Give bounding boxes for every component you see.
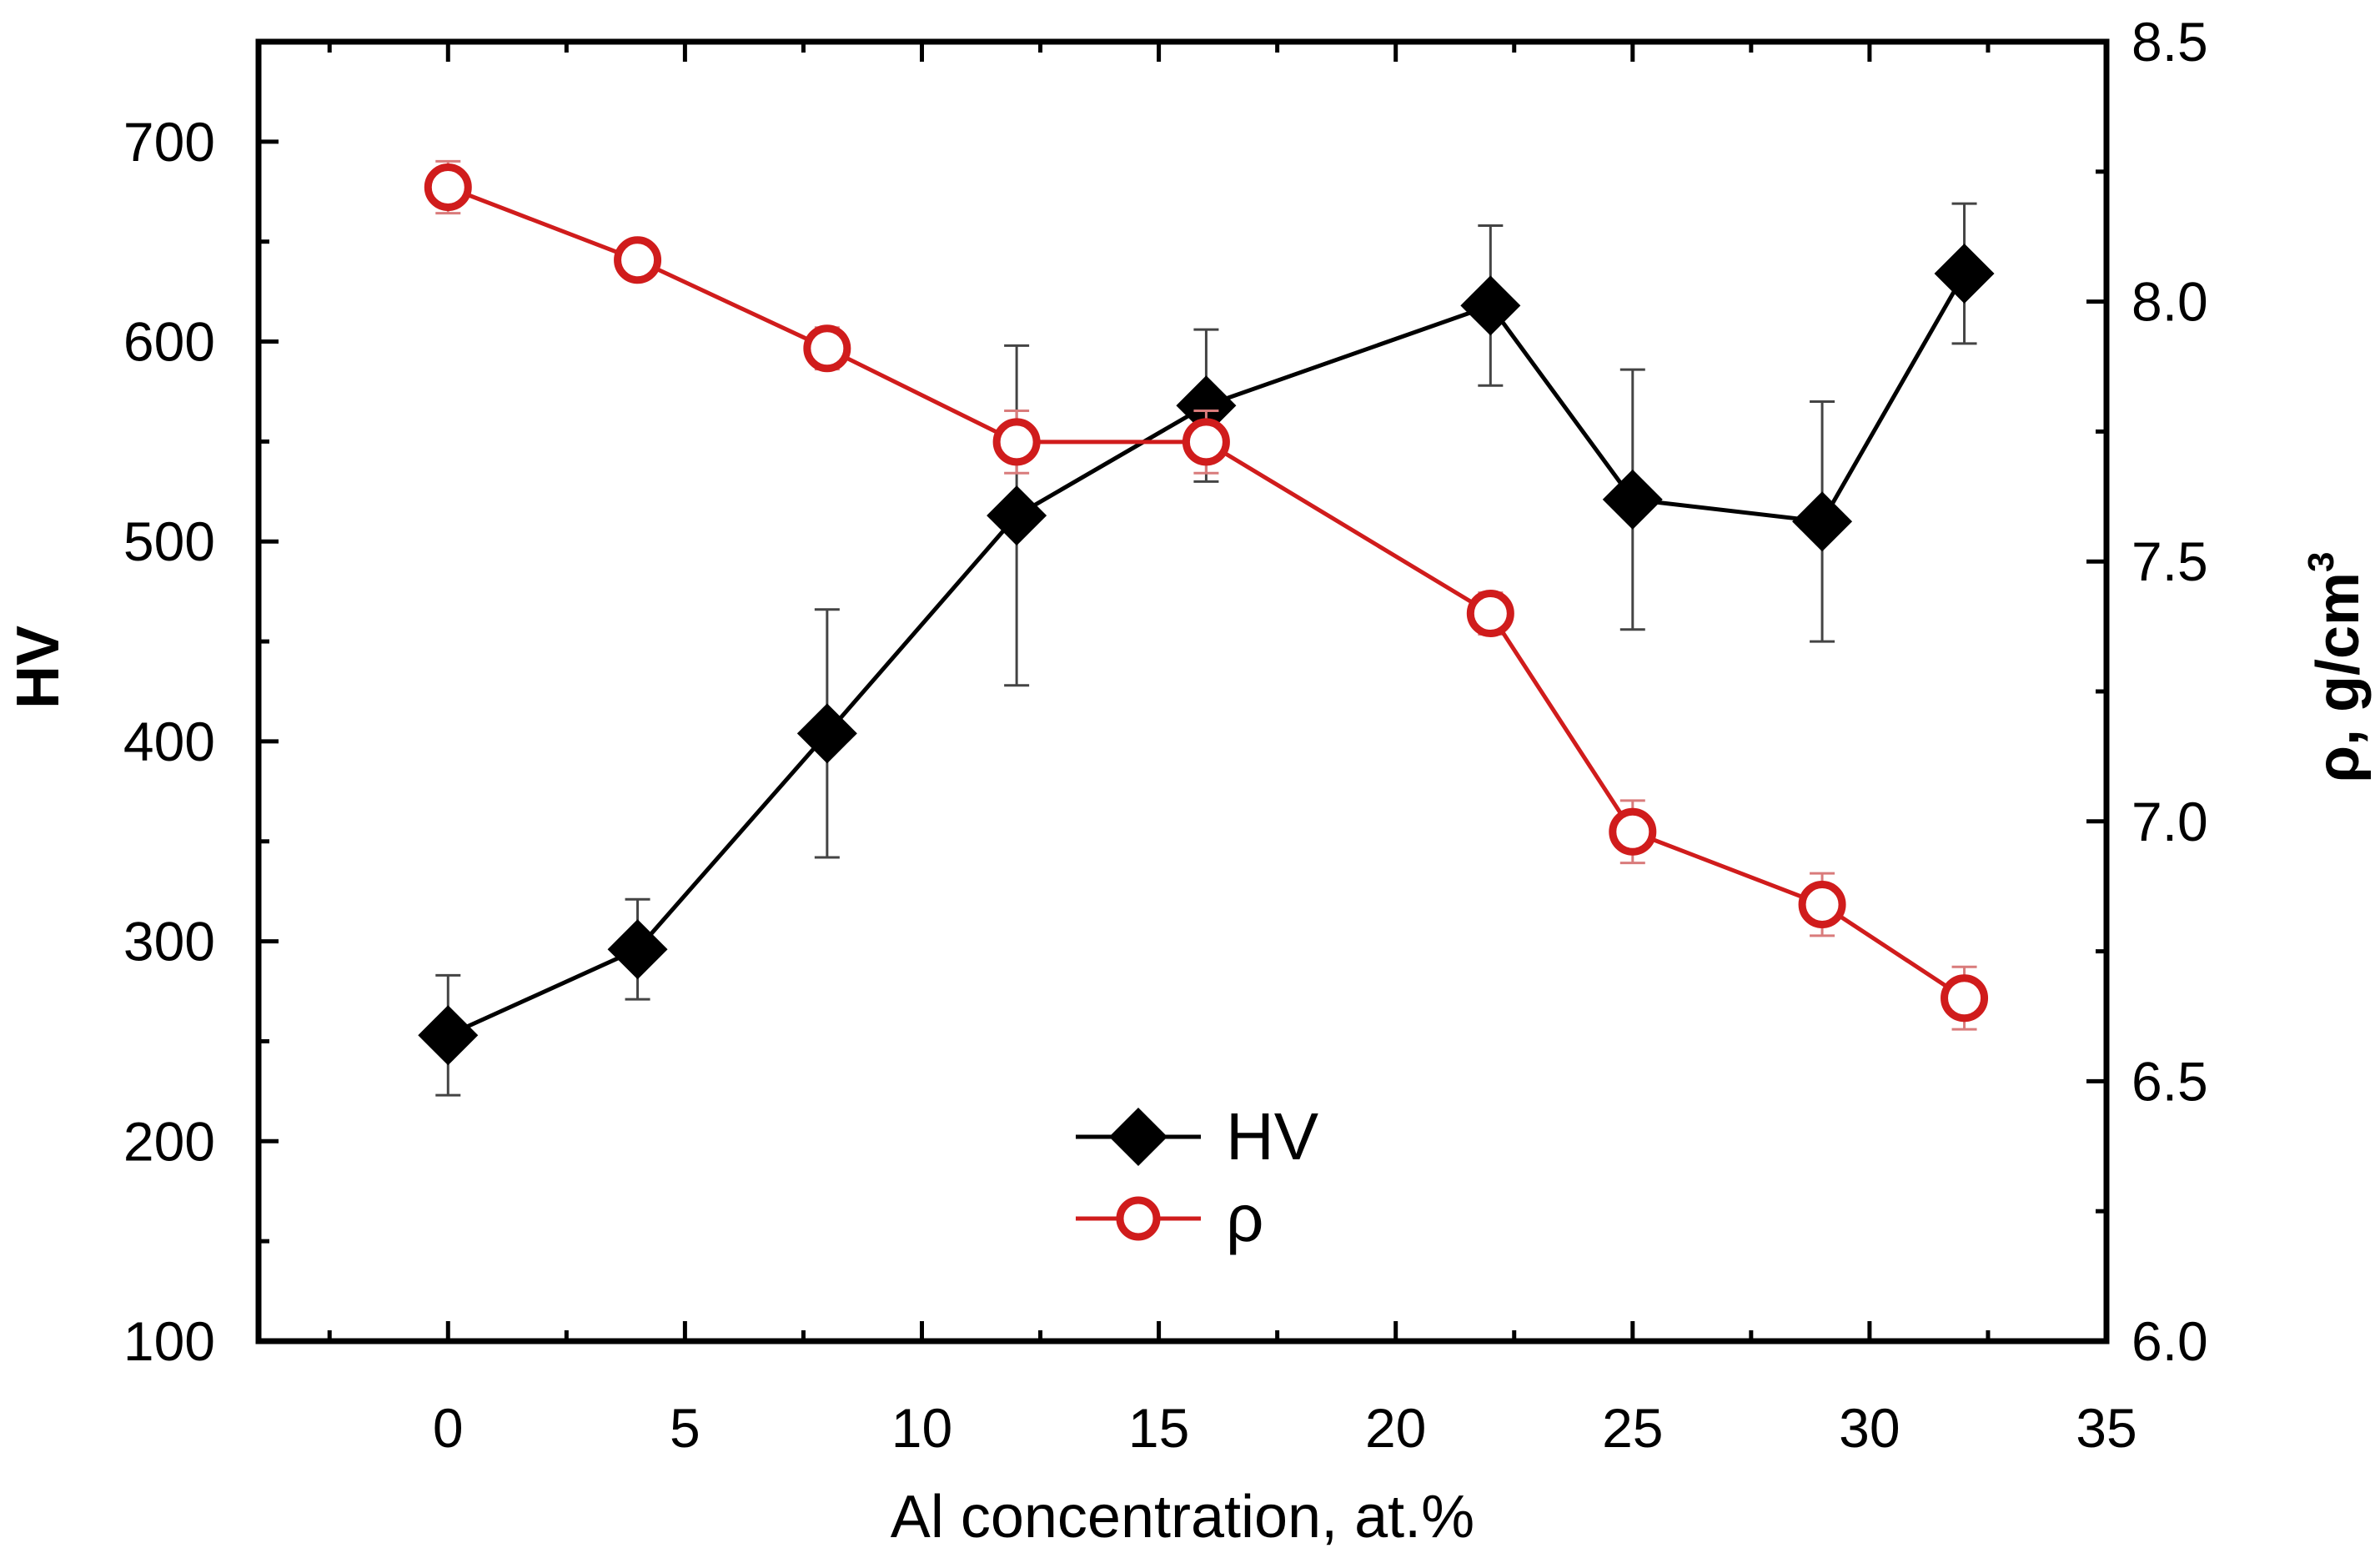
data-point-hv [1792, 491, 1853, 552]
data-point-rho [1609, 807, 1657, 856]
y-left-tick-label: 400 [123, 711, 215, 772]
x-axis-title: Al concentration, at.% [891, 1484, 1474, 1550]
y-left-tick-label: 500 [123, 510, 215, 572]
y-right-tick-label: 7.5 [2131, 530, 2208, 592]
y-right-axis-title-prefix: ρ, g/cm [2305, 572, 2372, 783]
x-tick-label: 20 [1365, 1397, 1426, 1459]
ticks-layer [259, 39, 2109, 1344]
y-left-tick-label: 300 [123, 911, 215, 972]
y-right-tick-label: 6.5 [2131, 1050, 2208, 1112]
data-point-rho [803, 324, 851, 373]
x-tick-label: 30 [1839, 1397, 1900, 1459]
data-point-hv [1460, 275, 1521, 336]
legend-hv-marker [1109, 1108, 1167, 1166]
legend-rho-marker [1116, 1196, 1161, 1241]
y-left-tick-label: 200 [123, 1110, 215, 1172]
data-point-rho [1798, 881, 1846, 929]
x-tick-label: 35 [2076, 1397, 2136, 1459]
legend: HV ρ [1076, 1099, 1319, 1255]
data-point-rho [1466, 590, 1514, 638]
y-left-tick-label: 100 [123, 1310, 215, 1372]
data-point-hv [1176, 375, 1237, 436]
x-tick-label: 5 [670, 1397, 700, 1459]
y-right-tick-label: 8.0 [2131, 271, 2208, 333]
data-point-rho [614, 236, 662, 284]
x-tick-label: 10 [891, 1397, 952, 1459]
series-rho [424, 159, 1989, 1031]
data-point-hv [987, 485, 1047, 546]
data-point-hv [1602, 469, 1663, 530]
labels-layer: 0 5 10 15 20 25 30 35 100 200 300 400 500 600 700 6.0 6.… [123, 11, 2208, 1459]
legend-hv-label: HV [1226, 1099, 1319, 1174]
data-point-hv [418, 1005, 479, 1066]
data-point-rho [992, 418, 1041, 466]
y-right-tick-label: 8.5 [2131, 11, 2208, 73]
legend-rho-label: ρ [1226, 1181, 1264, 1255]
x-tick-label: 0 [433, 1397, 464, 1459]
x-tick-label: 25 [1602, 1397, 1663, 1459]
data-point-hv [607, 919, 668, 980]
data-point-rho [424, 163, 472, 211]
plot-frame [255, 38, 2110, 1344]
data-point-rho [1182, 418, 1230, 466]
data-point-hv [796, 703, 857, 764]
y-left-tick-label: 700 [123, 111, 215, 173]
y-right-tick-label: 7.0 [2131, 791, 2208, 852]
x-tick-label: 15 [1128, 1397, 1189, 1459]
data-point-hv [1934, 244, 1995, 304]
data-point-rho [1941, 974, 1989, 1023]
series-hv [418, 202, 1995, 1097]
y-right-axis-title-superscript: 3 [2301, 551, 2342, 571]
y-left-axis-title: HV [5, 626, 72, 709]
y-right-tick-label: 6.0 [2131, 1310, 2208, 1372]
series-layer [418, 159, 1995, 1097]
y-left-tick-label: 600 [123, 311, 215, 373]
y-right-axis-title: ρ, g/cm3 [2301, 551, 2372, 782]
